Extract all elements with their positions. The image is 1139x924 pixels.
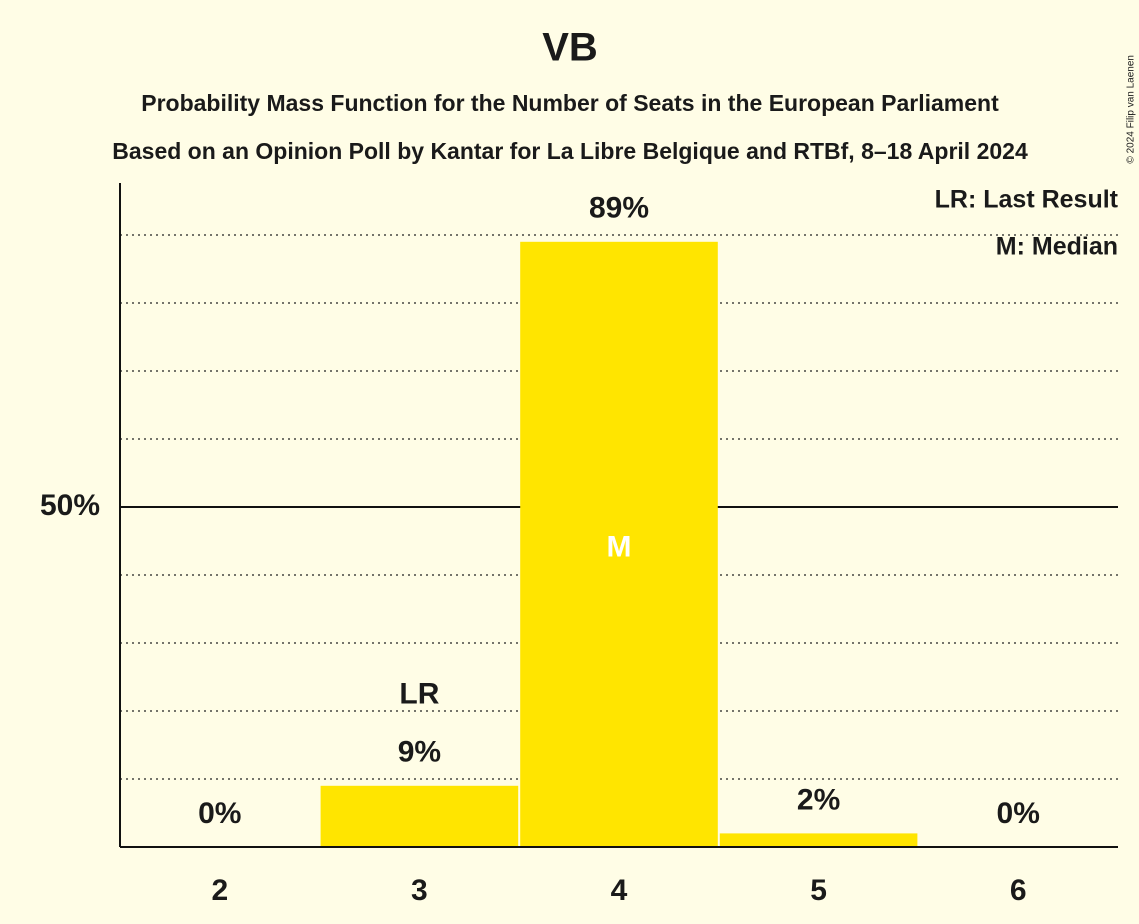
- bar: [520, 241, 718, 848]
- bar: [320, 785, 519, 847]
- last-result-marker: LR: [399, 678, 439, 711]
- x-tick-label: 2: [211, 874, 228, 907]
- x-tick-label: 6: [1010, 874, 1027, 907]
- x-tick-label: 5: [810, 874, 827, 907]
- legend-entry: LR: Last Result: [935, 186, 1119, 214]
- median-marker: M: [607, 530, 632, 563]
- value-label: 2%: [797, 783, 840, 816]
- y-tick-label: 50%: [40, 489, 100, 522]
- chart-subtitle: Based on an Opinion Poll by Kantar for L…: [112, 138, 1028, 164]
- credit: © 2024 Filip van Laenen: [1126, 55, 1137, 164]
- chart-title: VB: [542, 26, 598, 70]
- value-label: 89%: [589, 192, 649, 225]
- value-label: 0%: [997, 797, 1040, 830]
- x-tick-label: 4: [611, 874, 628, 907]
- x-tick-label: 3: [411, 874, 428, 907]
- value-label: 9%: [398, 736, 441, 769]
- legend-entry: M: Median: [996, 233, 1118, 261]
- bar: [719, 833, 918, 847]
- chart-subtitle: Probability Mass Function for the Number…: [141, 90, 999, 116]
- value-label: 0%: [198, 797, 241, 830]
